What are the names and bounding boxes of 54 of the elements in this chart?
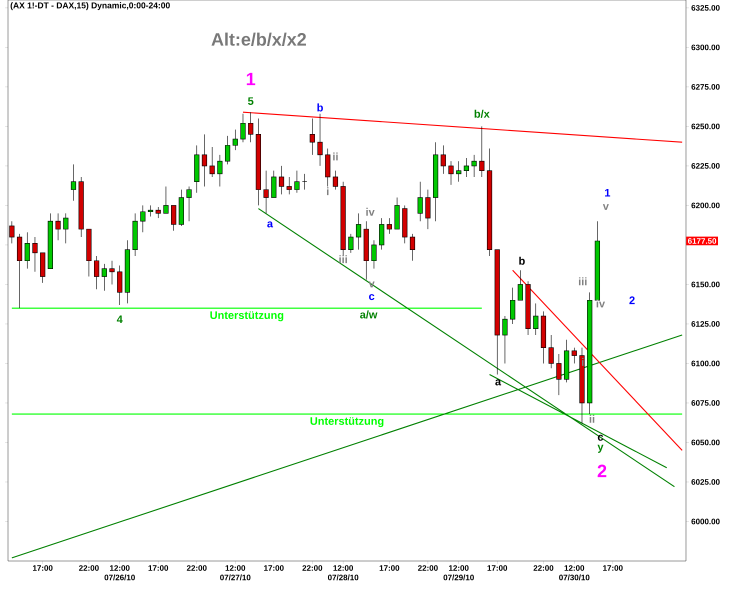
annotation: b: [317, 103, 323, 112]
annotation: 4: [116, 315, 123, 323]
candlestick: [194, 145, 200, 194]
annotation: v: [602, 204, 609, 210]
candlestick: [256, 118, 262, 206]
annotation: 1: [246, 72, 256, 86]
candlestick: [310, 118, 315, 156]
annotation: ii: [590, 414, 594, 423]
candlestick: [371, 240, 377, 269]
annotation: 2: [598, 464, 606, 478]
candlestick: [332, 170, 338, 190]
annotation: a/w: [360, 310, 378, 319]
candlestick: [16, 234, 22, 308]
annotation: iv: [596, 299, 605, 308]
candlestick: [486, 148, 492, 256]
candlestick: [202, 134, 208, 187]
candlestick: [432, 142, 438, 222]
candlestick: [186, 186, 192, 222]
annotation: i: [326, 187, 328, 196]
chart-title: (AX 1!-DT - DAX,15) Dynamic,0:00-24:00: [10, 2, 170, 10]
candlestick: [317, 113, 323, 166]
annotation: y: [598, 444, 604, 453]
candlestick: [579, 347, 585, 424]
candlestick: [278, 166, 284, 195]
candlestick: [70, 164, 76, 201]
series-label: Unterstützung: [310, 417, 384, 428]
annotation: iii: [578, 277, 587, 286]
annotation: b: [519, 256, 525, 265]
candlestick: [32, 236, 38, 272]
candlestick: [263, 170, 269, 214]
candlestick: [109, 260, 115, 285]
candlestick: [448, 160, 454, 186]
annotation: 1: [605, 189, 610, 197]
annotation: i: [582, 358, 584, 366]
annotation: a: [267, 221, 274, 228]
candlestick: [540, 311, 546, 364]
candlestick: [124, 240, 130, 304]
candlestick: [148, 205, 154, 217]
annotation: 5: [248, 97, 254, 105]
candlestick: [410, 234, 416, 262]
series-label: Unterstützung: [210, 311, 284, 322]
annotation: c: [369, 294, 374, 300]
annotation: iv: [366, 208, 375, 216]
candlestick: [556, 354, 562, 396]
annotation: b/x: [474, 110, 490, 118]
annotation: iii: [339, 255, 347, 264]
candlestick: [240, 113, 246, 143]
candlestick: [525, 280, 531, 336]
annotation: ii: [333, 152, 338, 160]
annotation: Alt:e/b/x/x2: [211, 32, 306, 46]
candlestick: [502, 316, 508, 364]
candlestick: [356, 213, 362, 250]
annotation: a: [495, 379, 502, 386]
annotation: 2: [629, 296, 635, 304]
